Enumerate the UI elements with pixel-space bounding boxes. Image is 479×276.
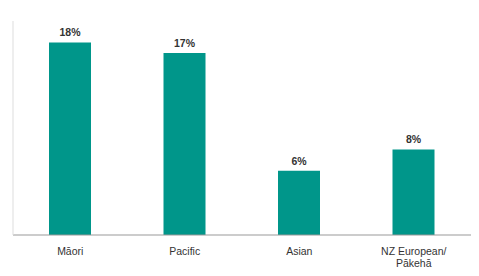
svg-text:NZ European/: NZ European/ xyxy=(381,245,446,257)
svg-text:Asian: Asian xyxy=(286,245,312,257)
svg-text:18%: 18% xyxy=(59,26,81,38)
svg-text:Pākehā: Pākehā xyxy=(396,257,432,268)
svg-text:Māori: Māori xyxy=(57,245,83,257)
svg-text:8%: 8% xyxy=(406,133,422,145)
svg-text:Pacific: Pacific xyxy=(169,245,200,257)
svg-text:6%: 6% xyxy=(291,155,307,167)
svg-text:17%: 17% xyxy=(174,37,196,49)
